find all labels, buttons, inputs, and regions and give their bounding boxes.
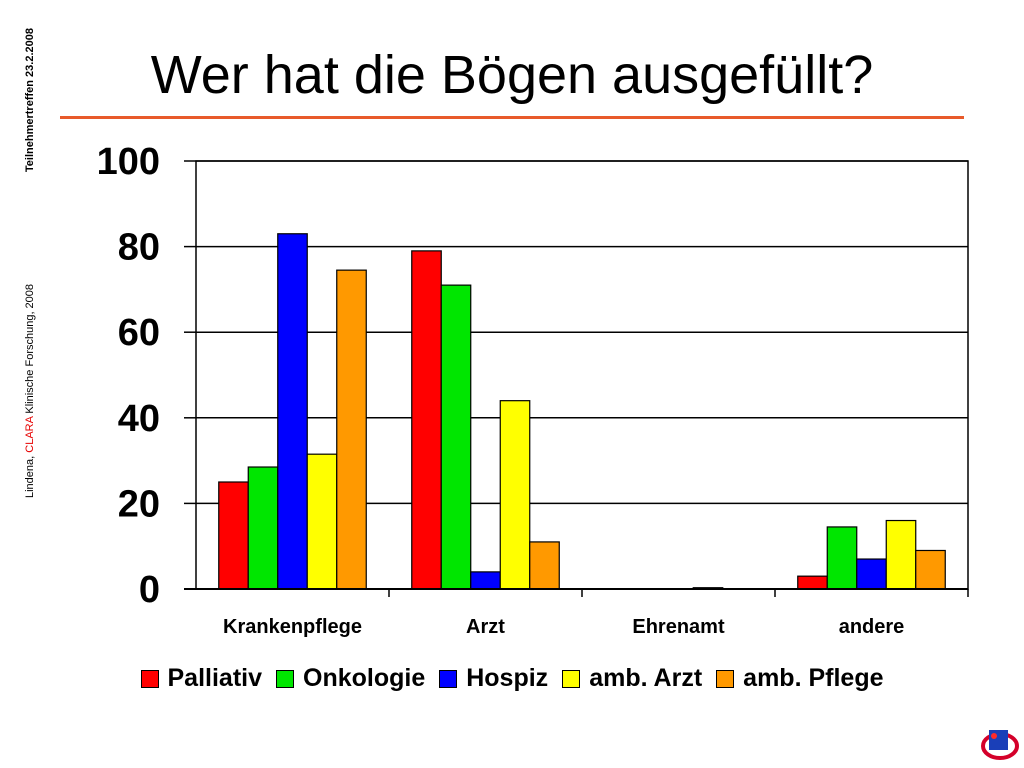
legend-swatch [439,669,458,688]
legend-label: Palliativ [167,664,263,692]
bar-andere-hospiz [856,558,887,590]
legend-swatch [716,669,735,688]
y-tick-label: 20 [118,483,160,525]
chart-gridlines [196,160,968,505]
bar-arzt-palliativ [411,250,442,590]
bar-andere-amb-arzt [885,519,917,590]
bar-krankenpflege-palliativ [218,481,249,590]
y-tick-label: 80 [118,227,160,269]
bar-krankenpflege-onkologie [247,466,279,590]
legend-label: amb. Arzt [589,664,703,692]
legend-swatch [562,669,581,688]
bar-arzt-amb-arzt [499,400,531,590]
clara-logo-icon [981,730,1019,760]
bar-andere-palliativ [797,575,828,590]
y-tick-label: 40 [118,398,160,440]
y-tick-label: 100 [97,141,160,183]
legend-label: Hospiz [466,664,549,692]
x-tick-label: andere [839,616,905,638]
legend-label: amb. Pflege [743,664,884,692]
legend-swatch [140,669,159,688]
legend-item: amb. Arzt [562,664,702,693]
chart-legend: Palliativ Onkologie Hospiz amb. Arzt amb. Pf… [0,664,1024,693]
bar-arzt-onkologie [440,284,472,590]
x-tick-label: Ehrenamt [632,616,725,638]
x-tick-label: Arzt [466,616,505,638]
bar-arzt-hospiz [470,571,501,590]
bar-andere-amb-pflege [915,549,946,590]
legend-item: Hospiz [439,664,548,693]
legend-item: amb. Pflege [716,664,884,693]
page-title: Wer hat die Bögen ausgefüllt? [150,45,874,105]
title-divider [60,116,964,119]
y-tick-label: 60 [118,312,160,354]
x-tick-label: Krankenpflege [223,616,362,638]
legend-label: Onkologie [303,664,426,692]
bar-andere-onkologie [826,526,858,590]
y-tick-label: 0 [139,569,160,611]
bar-krankenpflege-amb-pflege [336,269,367,590]
legend-item: Onkologie [276,664,425,693]
chart-labels: 0 20 40 60 80 100 Krankenpflege Arzt Ehrenamt and… [97,141,905,638]
bar-arzt-amb-pflege [529,541,560,590]
chart-axes [184,160,969,597]
chart-bars [218,233,946,590]
bar-krankenpflege-amb-arzt [306,453,338,590]
bar-krankenpflege-hospiz [277,233,308,590]
legend-item: Palliativ [140,664,263,693]
legend-swatch [276,669,294,688]
